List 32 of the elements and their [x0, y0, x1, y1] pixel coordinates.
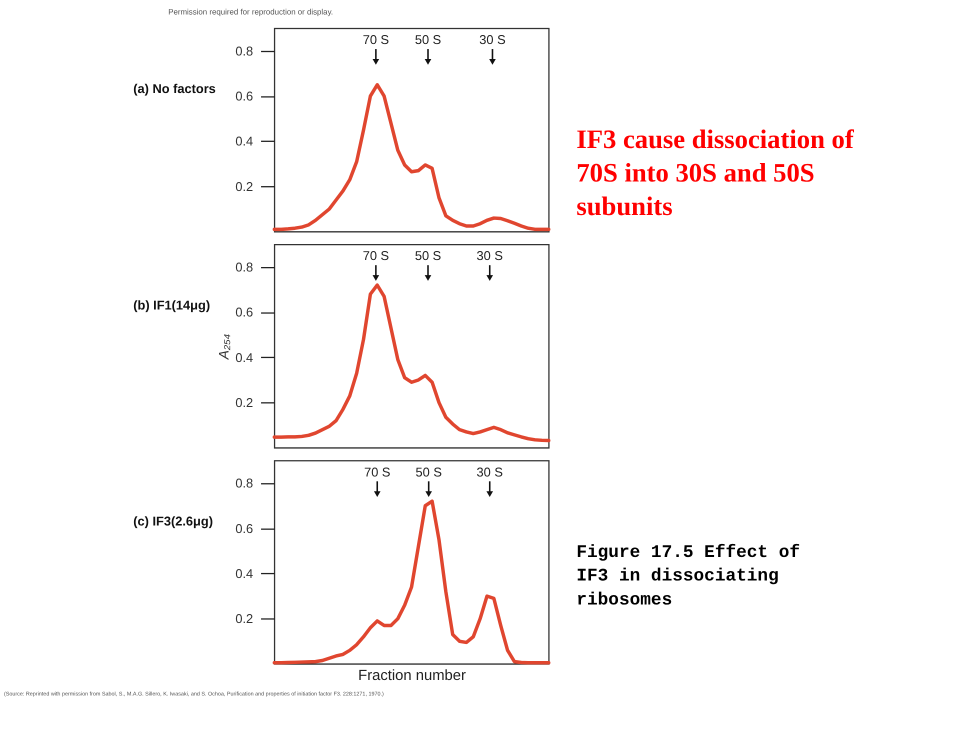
annotation: 30 S: [476, 248, 503, 264]
annotation: 50 S: [414, 32, 442, 48]
line-series: [272, 283, 550, 442]
y-tick-label: 0.4: [235, 350, 254, 365]
y-tick-label: 0.8: [235, 476, 254, 491]
y-tick-label: 0.2: [235, 178, 254, 194]
annotation: 50 S: [414, 248, 442, 264]
line-series: [272, 500, 550, 664]
y-tick-label: 0.6: [235, 88, 254, 104]
text: (b) IF1(14μg): [133, 297, 210, 312]
y-tick-label: 0.2: [235, 395, 254, 410]
y-tick-label: 0.4: [235, 566, 254, 581]
annotation: 50 S: [416, 464, 442, 480]
x-axis-title: Fraction number: [358, 668, 466, 684]
text: (c) IF3(2.6μg): [133, 514, 213, 529]
line-series: [272, 83, 550, 232]
y-tick-label: 0.8: [235, 259, 254, 274]
y-tick-label: 0.4: [235, 134, 254, 149]
annotation: 70 S: [362, 248, 390, 264]
y-tick-label: 0.8: [235, 43, 254, 58]
y-axis-title: A₂₅₄: [215, 334, 232, 360]
y-tick-label: 0.6: [235, 520, 254, 536]
text: IF3 cause dissociation of 70S into 30S and 50S subunits: [576, 124, 855, 222]
annotation: 30 S: [476, 464, 503, 480]
y-tick-label: 0.2: [235, 611, 254, 626]
text: Permission required for reproduction or display.: [168, 7, 334, 16]
caption: Figure 17.5 Effect of IF3 in dissociating ribosomes: [576, 542, 800, 610]
annotation: 70 S: [364, 464, 390, 480]
annotation: 70 S: [362, 32, 390, 48]
annotation: 30 S: [479, 32, 506, 48]
text: (a) No factors: [133, 81, 216, 96]
y-tick-label: 0.6: [235, 304, 254, 320]
